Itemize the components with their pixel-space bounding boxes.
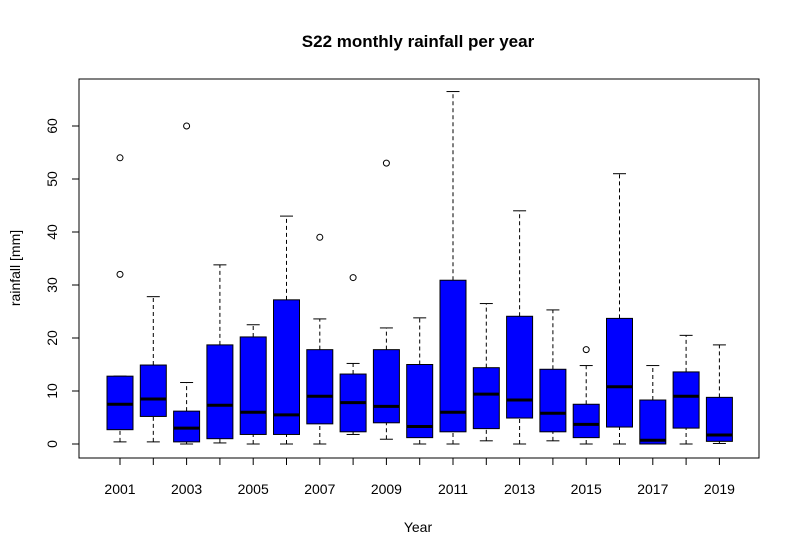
box-2010: [406, 317, 434, 445]
outlier-point: [349, 274, 357, 282]
iqr-box: [572, 403, 600, 439]
iqr-box: [372, 349, 400, 424]
box-2004: [206, 264, 234, 444]
box-2019: [705, 344, 733, 444]
iqr-box: [472, 367, 500, 430]
box-2013: [506, 210, 534, 445]
box-2009: [372, 159, 400, 440]
y-tick-label: 60: [44, 118, 60, 134]
x-tick-label: 2015: [571, 481, 602, 497]
y-axis: 0 10 20 30 40 50 60: [44, 118, 80, 448]
iqr-box: [306, 349, 334, 425]
box-2016: [606, 173, 633, 445]
y-tick-label: 30: [44, 277, 60, 293]
x-tick-label: 2003: [171, 481, 202, 497]
x-tick-label: 2017: [637, 481, 668, 497]
box-2008: [339, 274, 367, 435]
iqr-box: [239, 336, 267, 435]
y-tick-label: 10: [44, 383, 60, 399]
box-2007: [306, 233, 334, 445]
outlier-point: [582, 346, 590, 354]
chart-title: S22 monthly rainfall per year: [302, 32, 535, 51]
iqr-box: [639, 399, 667, 445]
box-2011: [439, 91, 467, 445]
x-tick-label: 2019: [704, 481, 735, 497]
boxes-group: [106, 91, 733, 445]
x-tick-label: 2001: [104, 481, 135, 497]
iqr-box: [273, 299, 300, 435]
y-tick-label: 50: [44, 171, 60, 187]
box-2001: [106, 154, 134, 443]
x-tick-label: 2007: [304, 481, 335, 497]
y-tick-label: 20: [44, 330, 60, 346]
outlier-point: [116, 270, 124, 278]
outlier-point: [382, 159, 390, 167]
box-2012: [472, 303, 500, 442]
y-tick-label: 40: [44, 224, 60, 240]
iqr-box: [672, 371, 700, 429]
iqr-box: [206, 344, 234, 440]
iqr-box: [439, 279, 467, 433]
outlier-point: [316, 233, 324, 241]
box-2005: [239, 324, 267, 445]
y-tick-label: 0: [44, 440, 60, 448]
x-tick-label: 2011: [438, 481, 468, 497]
box-2015: [572, 346, 600, 445]
x-axis: 2001 2003 2005 2007 2009 2011 2013 2015 2017 2019: [104, 457, 735, 497]
box-2006: [273, 215, 300, 445]
x-tick-label: 2013: [504, 481, 535, 497]
x-tick-label: 2005: [238, 481, 269, 497]
box-2002: [139, 296, 167, 443]
box-2003: [173, 122, 201, 445]
iqr-box: [506, 315, 534, 419]
box-2014: [539, 309, 567, 442]
iqr-box: [539, 368, 567, 433]
iqr-box: [173, 410, 201, 443]
box-2017: [639, 365, 667, 445]
outlier-point: [116, 154, 124, 162]
box-2018: [672, 334, 700, 445]
outlier-point: [183, 122, 191, 130]
x-tick-label: 2009: [371, 481, 402, 497]
x-axis-label: Year: [404, 519, 433, 535]
iqr-box: [139, 364, 167, 417]
iqr-box: [606, 317, 633, 428]
y-axis-label: rainfall [mm]: [7, 230, 23, 306]
